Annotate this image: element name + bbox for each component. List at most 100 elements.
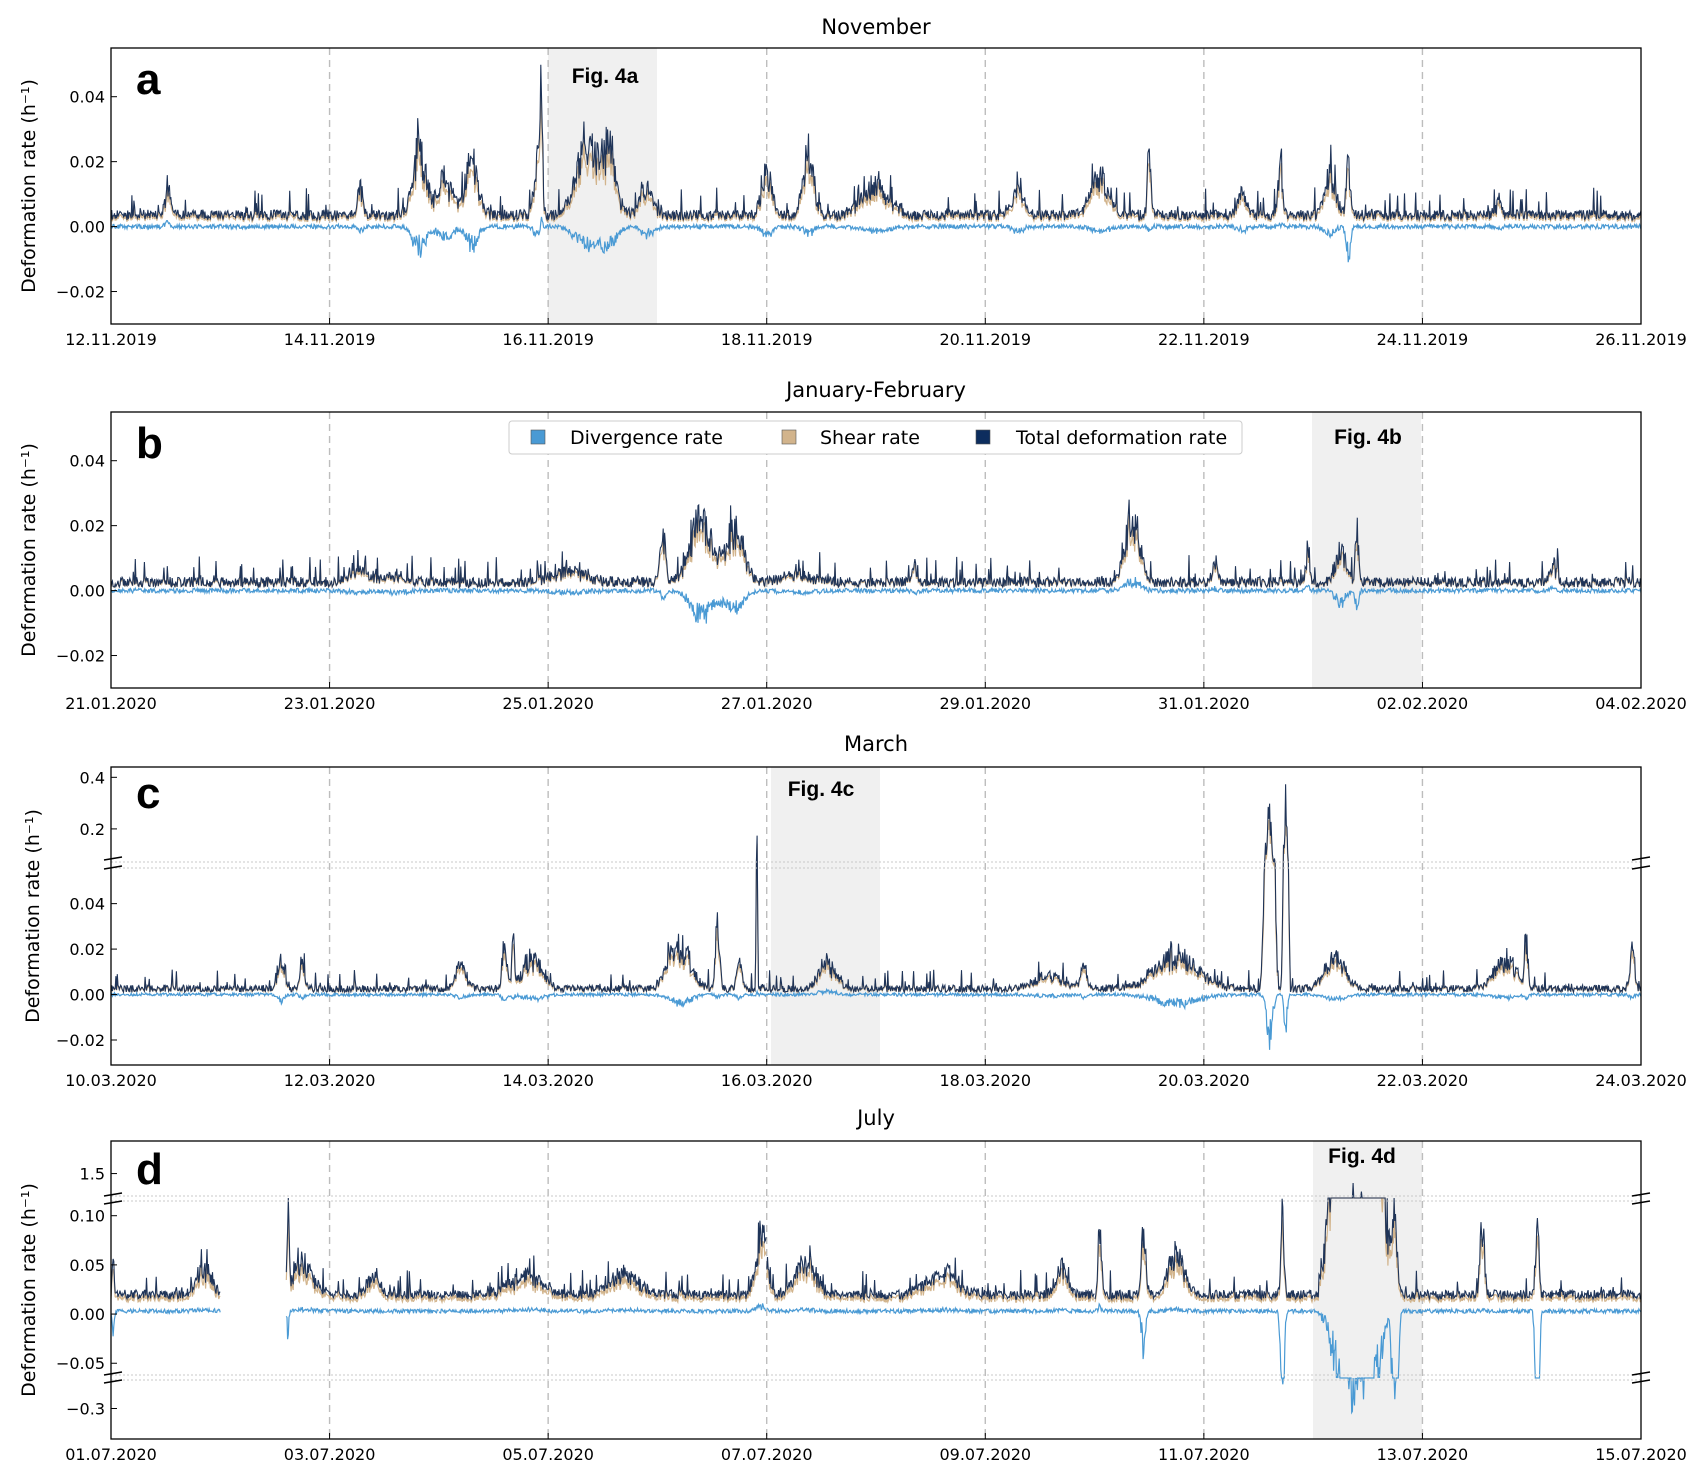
panel-c-letter: c <box>136 769 160 818</box>
x-tick-label: 10.03.2020 <box>65 1071 157 1090</box>
panel-c-total-line <box>111 784 1641 995</box>
break-mark <box>103 865 123 870</box>
x-tick-label: 14.11.2019 <box>284 330 376 349</box>
x-tick-label: 02.02.2020 <box>1377 694 1469 713</box>
panel-b-grid <box>328 412 1424 688</box>
y-tick-label: 0.4 <box>80 768 105 787</box>
panel-c-highlight-label: Fig. 4c <box>788 778 855 801</box>
panel-c-title: March <box>844 732 908 756</box>
panel-d-yticks: 1.5 0.10 0.05 0.00 −0.05 −0.3 <box>56 1165 117 1419</box>
y-tick-label: 0.02 <box>69 517 105 536</box>
panel-c-series <box>111 784 1641 1050</box>
legend-swatch-divergence <box>530 429 546 445</box>
panel-b-yticks: 0.04 0.02 0.00 −0.02 <box>56 452 117 666</box>
x-tick-label: 18.11.2019 <box>721 330 813 349</box>
break-mark <box>1631 1200 1651 1205</box>
break-mark <box>1631 1371 1651 1376</box>
panel-a-yticks: 0.04 0.02 0.00 −0.02 <box>56 88 117 302</box>
panel-d-title: July <box>855 1106 895 1130</box>
y-tick-label: −0.02 <box>56 1031 105 1050</box>
panel-d-break-marks <box>103 1192 1651 1384</box>
y-tick-label: 0.04 <box>69 895 105 914</box>
panel-d-letter: d <box>136 1145 163 1194</box>
legend: Divergence rate Shear rate Total deforma… <box>508 420 1243 455</box>
y-tick-label: 0.10 <box>69 1207 105 1226</box>
panel-b-divergence-line <box>111 577 1641 624</box>
break-mark <box>1631 856 1651 861</box>
y-tick-label: 0.00 <box>69 582 105 601</box>
x-tick-label: 05.07.2020 <box>502 1445 594 1464</box>
panel-d-highlight-label: Fig. 4d <box>1328 1145 1396 1168</box>
x-tick-label: 25.01.2020 <box>502 694 594 713</box>
panel-b-series <box>111 499 1641 624</box>
panel-a-shear-line <box>111 94 1641 224</box>
y-tick-label: 0.00 <box>69 218 105 237</box>
y-tick-label: 0.00 <box>69 1305 105 1324</box>
panel-a-frame <box>110 47 1642 325</box>
x-tick-label: 07.07.2020 <box>721 1445 813 1464</box>
x-tick-label: 20.03.2020 <box>1158 1071 1250 1090</box>
legend-box <box>508 420 1243 455</box>
x-tick-label: 14.03.2020 <box>502 1071 594 1090</box>
panel-b-xticks: 21.01.2020 23.01.2020 25.01.2020 27.01.2020… <box>65 682 1687 713</box>
panel-d-ylabel: Deformation rate (h⁻¹) <box>18 1183 40 1397</box>
panel-c-ylabel: Deformation rate (h⁻¹) <box>22 809 44 1023</box>
y-tick-label: −0.3 <box>66 1400 105 1419</box>
y-tick-label: −0.02 <box>56 283 105 302</box>
legend-item-total: Total deformation rate <box>975 427 1227 449</box>
x-tick-label: 16.03.2020 <box>721 1071 813 1090</box>
legend-swatch-shear <box>781 429 797 445</box>
x-tick-label: 20.11.2019 <box>939 330 1031 349</box>
panel-c-frame <box>110 766 1642 1066</box>
x-tick-label: 03.07.2020 <box>284 1445 376 1464</box>
panel-c-xticks: 10.03.2020 12.03.2020 14.03.2020 16.03.2020… <box>65 1059 1687 1090</box>
x-tick-label: 04.02.2020 <box>1595 694 1687 713</box>
x-tick-label: 31.01.2020 <box>1158 694 1250 713</box>
x-tick-label: 22.03.2020 <box>1377 1071 1469 1090</box>
x-tick-label: 27.01.2020 <box>721 694 813 713</box>
break-mark <box>103 1371 123 1376</box>
y-tick-label: 0.00 <box>69 986 105 1005</box>
y-tick-label: 0.2 <box>80 820 105 839</box>
y-tick-label: 0.02 <box>69 940 105 959</box>
panel-d-shear-line <box>111 1197 1641 1305</box>
x-tick-label: 09.07.2020 <box>939 1445 1031 1464</box>
y-tick-label: 0.05 <box>69 1256 105 1275</box>
panel-a-grid <box>328 48 1424 324</box>
y-tick-label: 0.04 <box>69 452 105 471</box>
legend-swatch-total <box>975 429 991 445</box>
legend-label-divergence: Divergence rate <box>570 427 723 449</box>
x-tick-label: 24.11.2019 <box>1377 330 1469 349</box>
legend-label-total: Total deformation rate <box>1015 427 1227 449</box>
x-tick-label: 15.07.2020 <box>1595 1445 1687 1464</box>
panel-d-xticks: 01.07.2020 03.07.2020 05.07.2020 07.07.2020… <box>65 1433 1687 1464</box>
panel-b-letter: b <box>136 419 163 468</box>
x-tick-label: 13.07.2020 <box>1377 1445 1469 1464</box>
panel-b-highlight-label: Fig. 4b <box>1334 426 1402 449</box>
x-tick-label: 26.11.2019 <box>1595 330 1687 349</box>
panel-d-grid <box>328 1141 1424 1439</box>
panel-a-letter: a <box>136 55 161 104</box>
panel-b-title: January-February <box>784 378 966 402</box>
x-tick-label: 12.03.2020 <box>284 1071 376 1090</box>
panel-d: 1.5 0.10 0.05 0.00 −0.05 −0.3 01.07.2020 03.07… <box>18 1106 1687 1464</box>
panel-b-total-line <box>111 499 1641 590</box>
panel-a-highlight-label: Fig. 4a <box>572 65 639 88</box>
y-tick-label: −0.02 <box>56 647 105 666</box>
x-tick-label: 21.01.2020 <box>65 694 157 713</box>
panel-a-title: November <box>821 15 931 39</box>
legend-label-shear: Shear rate <box>820 427 920 449</box>
panel-c-divergence-line <box>111 987 1641 1050</box>
panel-a-series <box>111 64 1641 263</box>
x-tick-label: 12.11.2019 <box>65 330 157 349</box>
panel-a-ylabel: Deformation rate (h⁻¹) <box>18 79 40 293</box>
panel-a-highlight <box>548 48 657 324</box>
panel-c-highlight <box>771 767 880 1065</box>
panel-d-total-line <box>111 1182 1641 1302</box>
x-tick-label: 23.01.2020 <box>284 694 376 713</box>
y-tick-label: 0.02 <box>69 153 105 172</box>
x-tick-label: 11.07.2020 <box>1158 1445 1250 1464</box>
panel-b-highlight <box>1312 412 1421 688</box>
y-tick-label: −0.05 <box>56 1354 105 1373</box>
